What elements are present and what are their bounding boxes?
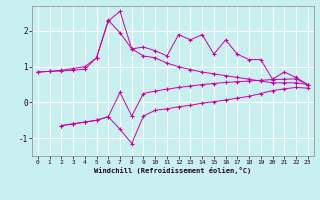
X-axis label: Windchill (Refroidissement éolien,°C): Windchill (Refroidissement éolien,°C) <box>94 167 252 174</box>
